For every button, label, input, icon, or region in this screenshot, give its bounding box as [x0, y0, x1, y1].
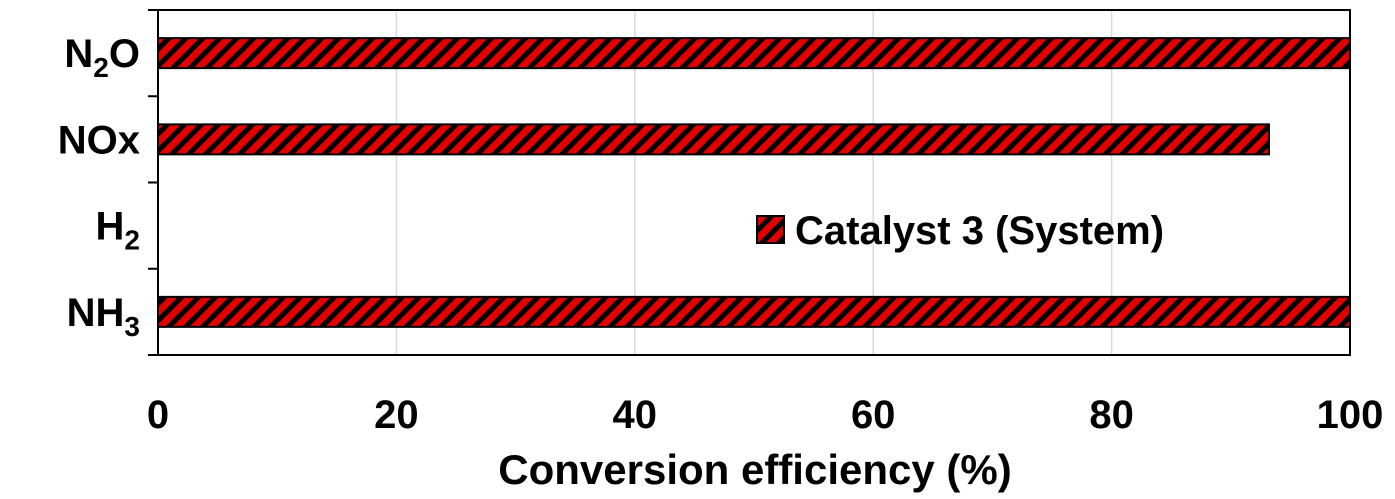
- axes: [148, 9, 1351, 356]
- bar-nh3: [157, 295, 1351, 328]
- y-tick-label: H2: [96, 205, 140, 256]
- x-tick-label: 40: [613, 393, 658, 437]
- bar-nox: [157, 123, 1270, 156]
- legend: Catalyst 3 (System): [756, 209, 1164, 253]
- bars: [157, 37, 1351, 328]
- x-tick-label: 60: [851, 393, 896, 437]
- x-tick-label: 100: [1317, 393, 1384, 437]
- x-axis-title: Conversion efficiency (%): [498, 446, 1011, 493]
- x-tick-label: 0: [147, 393, 169, 437]
- y-tick-label: N2O: [64, 32, 140, 83]
- y-tick-label: NOx: [58, 118, 140, 162]
- legend-label: Catalyst 3 (System): [795, 209, 1164, 253]
- legend-swatch: [756, 215, 785, 244]
- x-tick-label: 80: [1089, 393, 1134, 437]
- x-tick-label: 20: [374, 393, 419, 437]
- bar-n2: [157, 37, 1351, 70]
- axis-labels: NH3 H2 NOx N2O 0 20 40 60 80 100 Conversion effici…: [58, 32, 1384, 493]
- y-tick-label: NH3: [67, 291, 140, 342]
